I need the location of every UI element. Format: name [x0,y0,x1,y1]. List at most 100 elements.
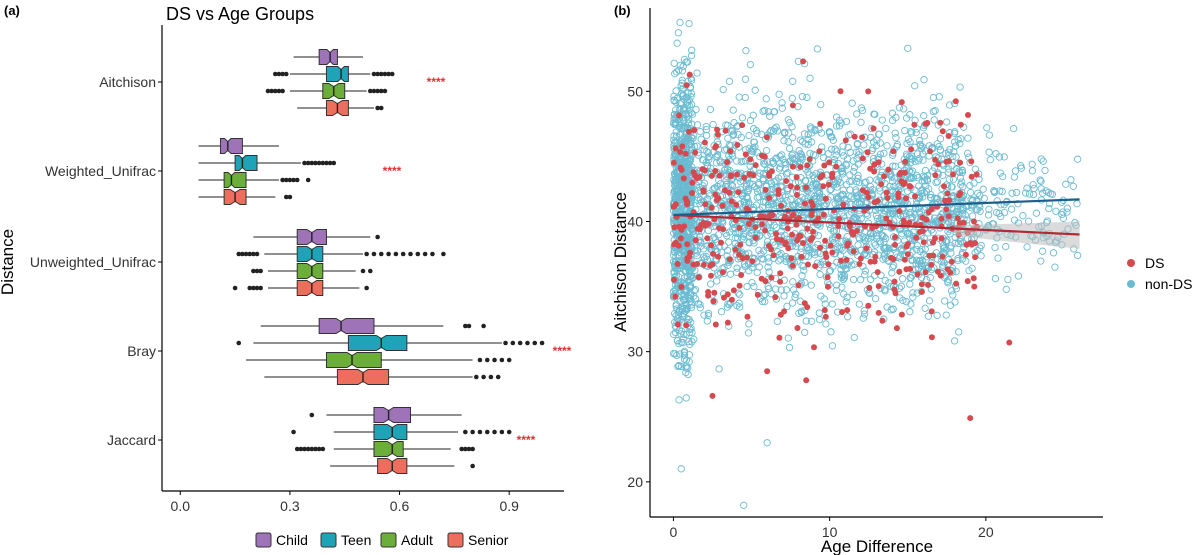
legend-label-teen: Teen [341,532,371,548]
point-ds [702,201,709,208]
point-non-ds [688,274,697,283]
point-ds [817,244,824,251]
point-non-ds [826,266,835,275]
point-non-ds [853,140,861,149]
point-ds [945,133,952,139]
point-ds [692,237,699,244]
point-non-ds [926,273,934,282]
point-ds [944,266,951,273]
point-non-ds [811,251,819,259]
point-non-ds [818,258,827,266]
point-non-ds [942,311,950,319]
point-non-ds [1028,167,1037,175]
point-non-ds [964,134,972,142]
point-ds [708,172,715,179]
outlier-teen-unweighted-unifrac [243,251,249,257]
point-ds [724,319,731,326]
point-non-ds [958,255,967,263]
point-non-ds [966,188,975,197]
point-non-ds [871,110,879,119]
point-non-ds [759,107,767,115]
box-adult-jaccard [373,441,404,457]
point-non-ds [738,192,747,200]
point-ds [766,213,773,219]
point-non-ds [738,114,747,122]
point-non-ds [1063,204,1072,212]
point-ds [925,281,931,288]
point-non-ds [806,74,814,82]
outlier-adult-jaccard [470,446,475,452]
point-ds [935,161,942,168]
point-ds [744,313,751,320]
point-non-ds [735,93,743,101]
point-non-ds [684,164,692,173]
point-non-ds [676,61,684,70]
point-non-ds [875,237,884,246]
point-non-ds [756,206,764,214]
point-ds [711,289,718,296]
point-ds [898,311,905,318]
point-ds [683,322,690,329]
point-ds [716,172,723,179]
point-non-ds [994,254,1002,262]
point-ds [844,307,851,314]
point-ds [865,302,872,309]
point-ds [727,173,734,180]
point-non-ds [678,124,686,133]
point-ds [794,325,801,331]
point-ds [689,179,696,186]
point-ds [829,174,836,181]
point-non-ds [773,317,781,326]
point-ds [904,251,911,258]
confidence-band-ds [954,221,1080,249]
point-ds [672,293,679,300]
outlier-teen-unweighted-unifrac [236,251,242,257]
point-non-ds [673,39,681,47]
point-non-ds [855,147,863,156]
point-ds [692,149,699,156]
point-ds [892,241,898,248]
point-non-ds [696,300,704,309]
point-ds [840,201,847,208]
point-non-ds [679,85,687,93]
point-non-ds [737,133,745,142]
outlier-teen-unweighted-unifrac [441,251,446,257]
point-non-ds [906,128,915,136]
point-non-ds [725,77,734,86]
point-non-ds [860,236,869,244]
outlier-adult-aitchison [378,88,384,94]
panel-label-a: (a) [4,3,20,18]
outlier-teen-bray [525,340,530,346]
point-non-ds [951,128,959,136]
point-non-ds [716,157,724,165]
point-ds [822,313,829,320]
y-tick-label: 30 [627,344,643,360]
point-non-ds [687,301,696,309]
outlier-teen-aitchison [389,71,395,77]
point-ds [848,228,855,235]
point-ds [763,134,770,141]
significance-jaccard: **** [517,433,536,447]
point-ds [789,102,796,109]
point-non-ds [685,351,694,359]
point-non-ds [782,286,791,294]
point-non-ds [709,120,717,129]
point-ds [737,241,744,248]
point-ds [677,149,684,155]
point-non-ds [670,136,678,144]
point-ds [715,253,722,260]
point-ds [893,325,900,332]
point-non-ds [949,291,957,299]
legend-label-non-ds: non-DS [1145,276,1192,292]
point-non-ds [985,131,994,139]
point-non-ds [783,197,791,205]
point-non-ds [990,187,998,195]
point-non-ds [764,263,772,271]
point-non-ds [803,93,811,102]
point-ds [821,162,828,169]
outlier-child-jaccard [309,412,315,418]
point-ds [892,234,899,241]
point-ds [925,209,932,216]
point-non-ds [830,227,839,235]
point-non-ds [939,261,947,269]
